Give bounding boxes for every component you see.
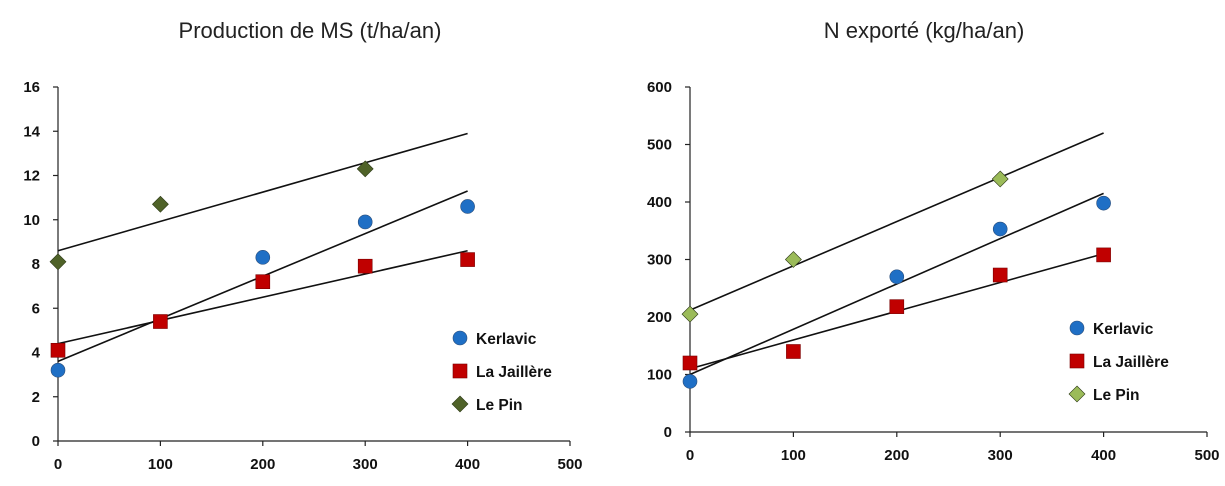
x-tick-label: 100 (781, 447, 806, 464)
x-tick-label: 0 (54, 456, 62, 473)
data-point-la-jaillere (992, 267, 1008, 283)
chart-n-exporte-svg: N exporté (kg/ha/an) 0 100 200 300 400 500 600… (647, 18, 1220, 464)
data-point-kerlavic (682, 374, 698, 389)
y-tick-label: 100 (647, 367, 672, 384)
data-point-kerlavic (357, 214, 373, 230)
y-tick-label: 16 (23, 79, 40, 96)
trendline-le-pin (57, 132, 468, 252)
data-point-le-pin (151, 195, 169, 213)
data-point-kerlavic (1096, 195, 1111, 211)
chart-title: Production de MS (t/ha/an) (179, 18, 442, 43)
data-point-kerlavic (255, 250, 271, 265)
y-tick-label: 6 (32, 300, 40, 317)
legend-marker-la-jaillere (1069, 353, 1085, 369)
y-tick-label: 0 (32, 433, 40, 450)
y-tick-label: 300 (647, 252, 672, 269)
data-point-la-jaillere (50, 342, 66, 358)
data-point-la-jaillere (357, 258, 373, 274)
chart-production-ms-svg: Production de MS (t/ha/an) 0 2 4 6 8 10 12 14 16… (23, 18, 582, 473)
data-point-kerlavic (50, 362, 66, 378)
legend-marker-la-jaillere (452, 363, 468, 379)
legend-label-kerlavic: Kerlavic (476, 331, 537, 348)
data-point-le-pin (784, 251, 802, 268)
x-tick-label: 500 (557, 456, 582, 473)
x-tick-label: 300 (353, 456, 378, 473)
legend-marker-le-pin (451, 395, 469, 413)
legend-marker-kerlavic (452, 330, 468, 346)
data-point-la-jaillere (1096, 247, 1111, 263)
data-point-le-pin (49, 253, 67, 271)
x-tick-label: 100 (148, 456, 173, 473)
legend-label-le-pin: Le Pin (476, 397, 523, 414)
y-tick-label: 500 (647, 137, 672, 154)
x-tick-label: 200 (250, 456, 275, 473)
data-point-le-pin (681, 305, 699, 323)
legend-marker-kerlavic (1069, 320, 1085, 336)
y-tick-label: 10 (23, 212, 40, 229)
x-tick-label: 0 (686, 447, 694, 464)
y-tick-label: 0 (664, 424, 672, 441)
x-tick-label: 300 (988, 447, 1013, 464)
data-point-la-jaillere (255, 274, 271, 290)
x-tick-label: 200 (884, 447, 909, 464)
chart-title: N exporté (kg/ha/an) (824, 18, 1025, 43)
chart-n-exporte: N exporté (kg/ha/an) 0 100 200 300 400 500 600… (612, 0, 1225, 486)
legend-label-la-jaillere: La Jaillère (1093, 354, 1169, 371)
data-point-kerlavic (992, 221, 1008, 237)
y-tick-label: 14 (23, 123, 40, 140)
x-tick-label: 400 (1091, 447, 1116, 464)
legend-marker-le-pin (1068, 385, 1086, 403)
y-tick-label: 200 (647, 309, 672, 326)
data-point-kerlavic (889, 269, 905, 285)
chart-production-ms: Production de MS (t/ha/an) 0 2 4 6 8 10 12 14 16… (0, 0, 612, 486)
y-tick-label: 2 (32, 389, 40, 406)
y-tick-label: 4 (32, 345, 41, 362)
y-tick-label: 600 (647, 79, 672, 96)
data-point-le-pin (991, 170, 1009, 188)
trendline-la-jaillere (57, 249, 468, 345)
legend-label-la-jaillere: La Jaillère (476, 364, 552, 381)
data-point-la-jaillere (682, 355, 698, 371)
data-point-la-jaillere (889, 299, 905, 314)
data-point-la-jaillere (153, 314, 168, 329)
y-tick-label: 400 (647, 194, 672, 211)
x-tick-label: 400 (455, 456, 480, 473)
legend-label-kerlavic: Kerlavic (1093, 321, 1154, 338)
y-tick-label: 12 (23, 168, 40, 185)
data-point-la-jaillere (460, 252, 475, 267)
data-point-kerlavic (460, 199, 475, 214)
y-tick-label: 8 (32, 256, 40, 273)
legend-label-le-pin: Le Pin (1093, 387, 1140, 404)
x-tick-label: 500 (1194, 447, 1219, 464)
trendline-le-pin (689, 132, 1104, 311)
data-point-la-jaillere (786, 344, 801, 359)
data-point-le-pin (356, 160, 374, 178)
